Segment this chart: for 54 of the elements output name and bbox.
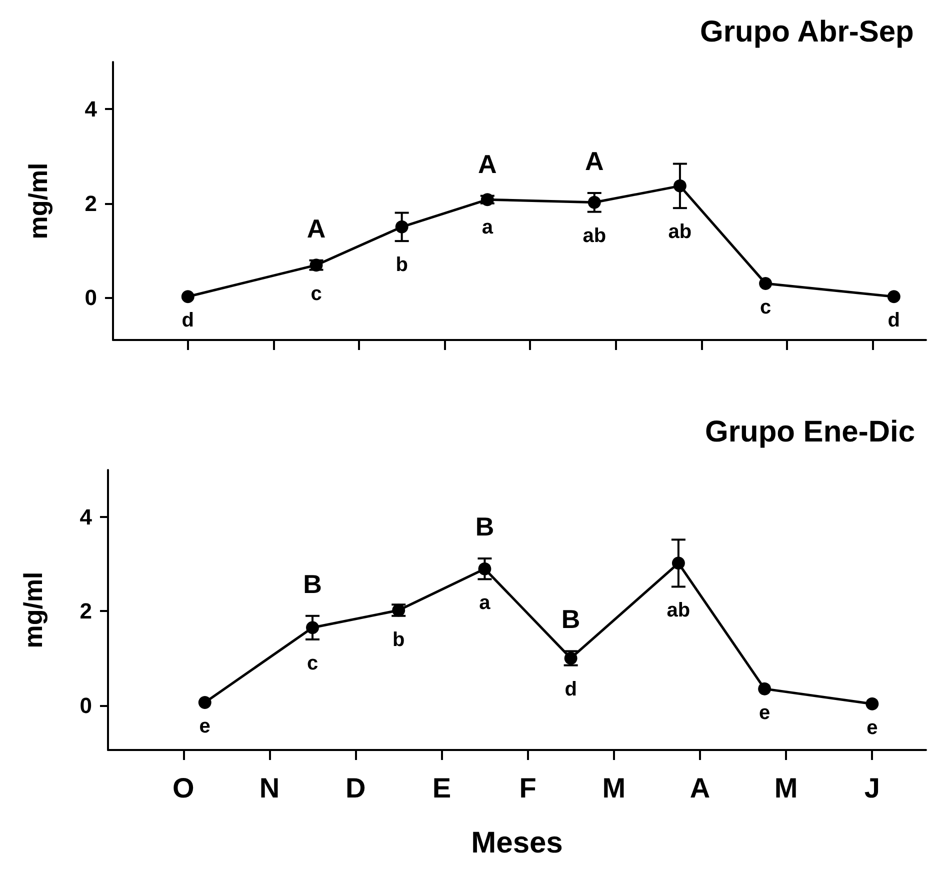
x-tick-label: M (774, 772, 798, 804)
data-label: c (760, 296, 772, 318)
y-axis-title: mg/ml (23, 162, 53, 240)
point (673, 179, 686, 192)
data-label: e (199, 715, 210, 738)
x-tick-label: O (172, 772, 194, 804)
y-tick-label: 4 (80, 504, 93, 530)
point (758, 682, 772, 696)
point (181, 290, 194, 304)
point (306, 621, 319, 634)
point (759, 276, 772, 290)
annotation: B (561, 604, 580, 634)
annotation: A (584, 146, 604, 176)
data-label: d (182, 310, 194, 332)
data-label: a (479, 592, 492, 614)
data-label: e (866, 716, 878, 739)
x-tick-label: M (602, 772, 626, 804)
x-tick-label: F (519, 772, 536, 804)
data-label: ab (668, 221, 692, 244)
x-axis-title: Meses (471, 826, 563, 860)
data-label: ab (666, 600, 690, 622)
data-label: ab (582, 224, 606, 247)
data-label: b (392, 628, 405, 651)
y-tick-label: 4 (84, 96, 98, 122)
chart-title: Grupo Abr-Sep (700, 16, 914, 48)
data-label: d (564, 678, 577, 700)
point (887, 290, 900, 304)
y-tick-label: 0 (80, 692, 92, 718)
point (198, 696, 212, 709)
x-tick-label: N (259, 772, 280, 804)
chart-title: Grupo Ene-Dic (704, 416, 915, 448)
annotation: B (303, 568, 322, 599)
data-label: d (888, 310, 900, 332)
data-label: a (482, 216, 494, 238)
annotation: B (475, 511, 494, 542)
point (588, 196, 601, 209)
data-label: c (306, 652, 318, 674)
annotation: A (306, 213, 326, 244)
y-tick-label: 0 (84, 285, 97, 310)
point (478, 562, 492, 576)
y-tick-label: 2 (84, 190, 97, 216)
point (866, 697, 879, 710)
y-axis-title: mg/ml (18, 572, 48, 648)
y-tick-label: 2 (80, 598, 92, 624)
data-label: c (310, 282, 322, 305)
point (672, 556, 685, 570)
data-label: e (758, 702, 770, 724)
x-tick-label: E (432, 772, 451, 804)
x-tick-label: D (345, 772, 366, 804)
data-label: b (396, 254, 408, 276)
annotation: A (478, 148, 498, 179)
x-tick-label: A (690, 772, 710, 804)
x-tick-label: J (864, 772, 880, 804)
point (395, 220, 408, 234)
